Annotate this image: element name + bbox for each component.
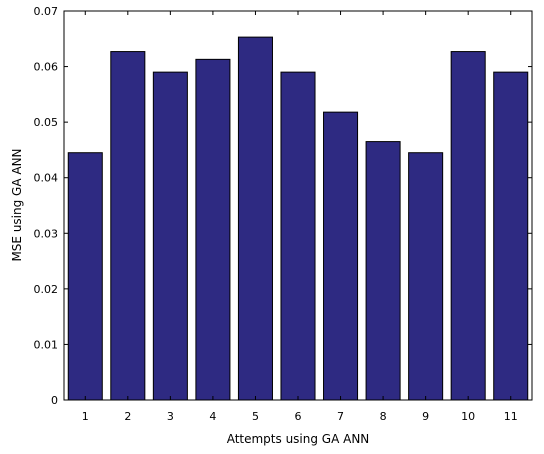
x-tick-label: 10 — [461, 410, 475, 423]
bar-1 — [67, 152, 103, 401]
x-tick-label: 2 — [124, 410, 131, 423]
bar-8 — [365, 141, 401, 401]
bar-9 — [408, 152, 444, 401]
y-tick-label: 0 — [51, 394, 58, 407]
x-tick-label: 5 — [252, 410, 259, 423]
x-tick-label: 9 — [422, 410, 429, 423]
x-ticks: 1 2 3 4 5 6 7 8 9 10 11 — [82, 11, 518, 423]
x-tick-label: 4 — [209, 410, 216, 423]
y-tick-label: 0.07 — [34, 5, 59, 18]
bar-6 — [280, 71, 316, 401]
x-axis-label: Attempts using GA ANN — [227, 432, 370, 446]
x-tick-label: 6 — [295, 410, 302, 423]
y-axis-label: MSE using GA ANN — [10, 148, 24, 261]
bar-10 — [450, 51, 486, 401]
y-tick-label: 0.02 — [34, 283, 59, 296]
x-tick-label: 7 — [337, 410, 344, 423]
bar-7 — [323, 111, 359, 401]
y-tick-label: 0.03 — [34, 227, 59, 240]
y-ticks: 0 0.01 0.02 0.03 0.04 0.05 0.06 0.07 — [34, 5, 532, 407]
x-tick-label: 8 — [380, 410, 387, 423]
y-tick-label: 0.04 — [34, 172, 59, 185]
y-tick-label: 0.05 — [34, 116, 59, 129]
x-tick-label: 3 — [167, 410, 174, 423]
bar-11 — [493, 71, 529, 401]
x-tick-label: 11 — [504, 410, 518, 423]
y-tick-label: 0.01 — [34, 338, 59, 351]
x-tick-label: 1 — [82, 410, 89, 423]
bar-2 — [110, 51, 146, 401]
bar-3 — [152, 71, 188, 401]
bars-layer — [67, 36, 529, 401]
bar-5 — [237, 36, 273, 401]
y-tick-label: 0.06 — [34, 61, 59, 74]
bar-4 — [195, 58, 231, 401]
